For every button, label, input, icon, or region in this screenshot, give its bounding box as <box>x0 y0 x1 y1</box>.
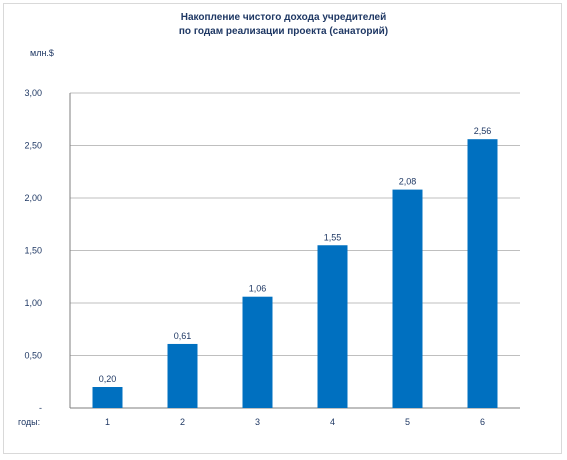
x-tick-label: 2 <box>180 417 185 427</box>
y-axis-unit-label: млн.$ <box>30 48 54 58</box>
y-tick-label: 0,50 <box>24 351 42 361</box>
x-tick-label: 5 <box>405 417 410 427</box>
bar-6 <box>467 139 498 408</box>
y-tick-label: 1,50 <box>24 246 42 256</box>
chart-title-line2: по годам реализации проекта (санаторий) <box>178 26 389 37</box>
y-tick-label: 2,50 <box>24 141 42 151</box>
data-label: 1,06 <box>249 284 267 294</box>
bar-1 <box>92 387 123 408</box>
bar-5 <box>392 189 423 408</box>
chart-title-line1: Накопление чистого дохода учредителей <box>180 12 387 23</box>
y-tick-label: - <box>39 403 42 413</box>
x-axis-label: годы: <box>18 417 41 427</box>
data-label: 0,20 <box>99 374 117 384</box>
x-tick-label: 1 <box>105 417 110 427</box>
data-label: 2,08 <box>399 177 417 187</box>
bar-4 <box>317 245 348 408</box>
data-label: 2,56 <box>474 126 492 136</box>
x-tick-label: 6 <box>480 417 485 427</box>
bar-3 <box>242 296 273 408</box>
x-tick-label: 3 <box>255 417 260 427</box>
y-tick-label: 3,00 <box>24 88 42 98</box>
y-tick-label: 2,00 <box>24 193 42 203</box>
data-label: 1,55 <box>324 232 342 242</box>
bar-2 <box>167 343 198 408</box>
y-tick-label: 1,00 <box>24 298 42 308</box>
data-label: 0,61 <box>174 331 192 341</box>
x-tick-label: 4 <box>330 417 335 427</box>
